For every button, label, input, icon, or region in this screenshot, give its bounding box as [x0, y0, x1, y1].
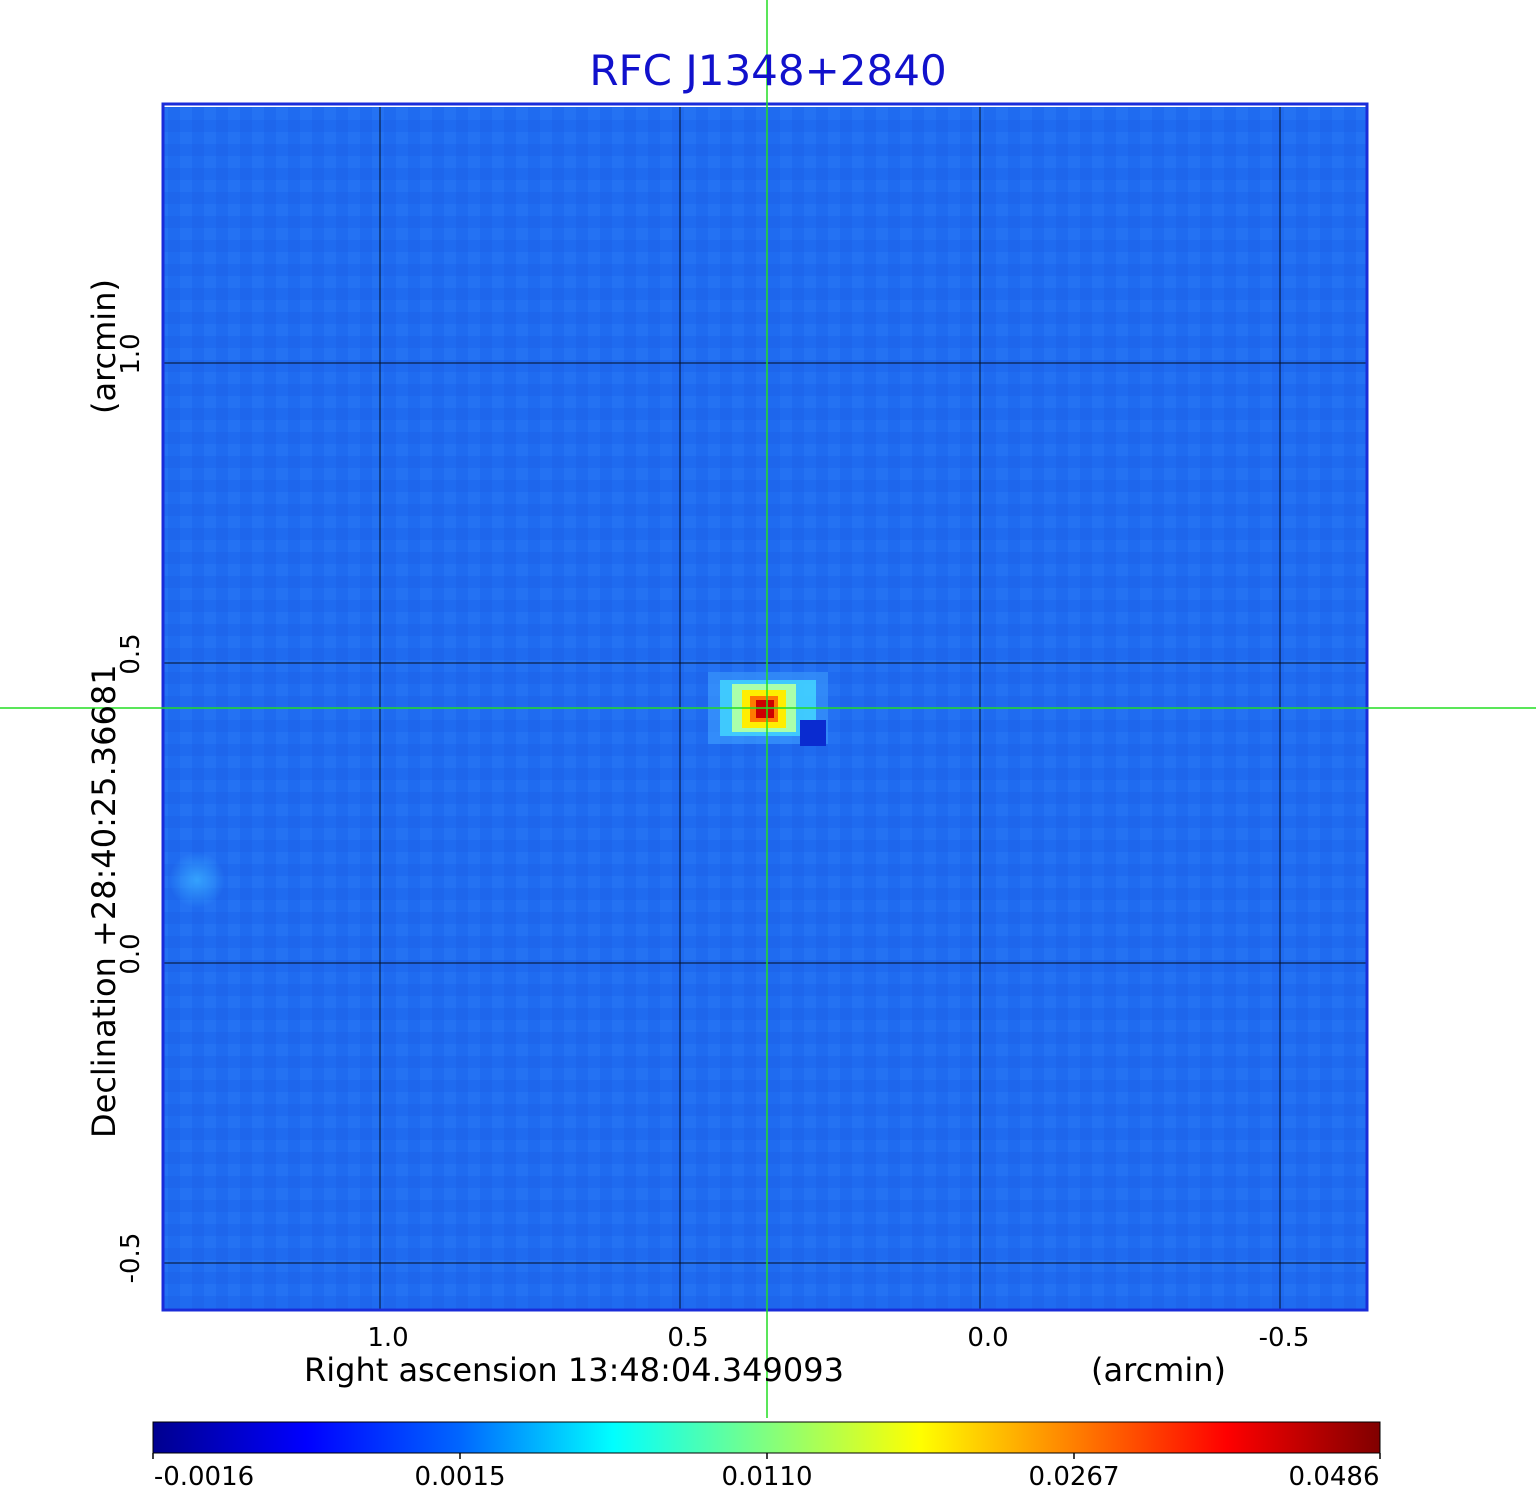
colorbar-label-3: 0.0267 [1028, 1462, 1120, 1492]
x-tick-4: -0.5 [1258, 1323, 1310, 1353]
x-axis-label: Right ascension 13:48:04.349093 [304, 1351, 844, 1389]
colorbar [152, 1421, 1381, 1454]
x-tick-1: 1.0 [367, 1323, 409, 1353]
colorbar-label-2: 0.0110 [721, 1462, 813, 1492]
secondary-source-blob [169, 852, 225, 908]
x-tick-3: 0.0 [967, 1323, 1009, 1353]
colorbar-label-4: 0.0486 [1288, 1462, 1380, 1492]
colorbar-label-0: -0.0016 [153, 1462, 255, 1492]
crosshair[interactable] [0, 0, 1536, 1418]
bright-source [708, 672, 828, 746]
y-axis-unit: (arcmin) [85, 279, 123, 414]
image-frame [161, 102, 1369, 1312]
x-axis-unit: (arcmin) [1091, 1351, 1226, 1389]
y-axis-label: Declination +28:40:25.36681 [85, 664, 123, 1138]
y-tick-4: -0.5 [116, 1232, 146, 1284]
x-tick-2: 0.5 [667, 1323, 709, 1353]
colorbar-ticks [152, 1453, 1381, 1459]
colorbar-label-1: 0.0015 [414, 1462, 506, 1492]
plot-title: RFC J1348+2840 [589, 46, 947, 95]
